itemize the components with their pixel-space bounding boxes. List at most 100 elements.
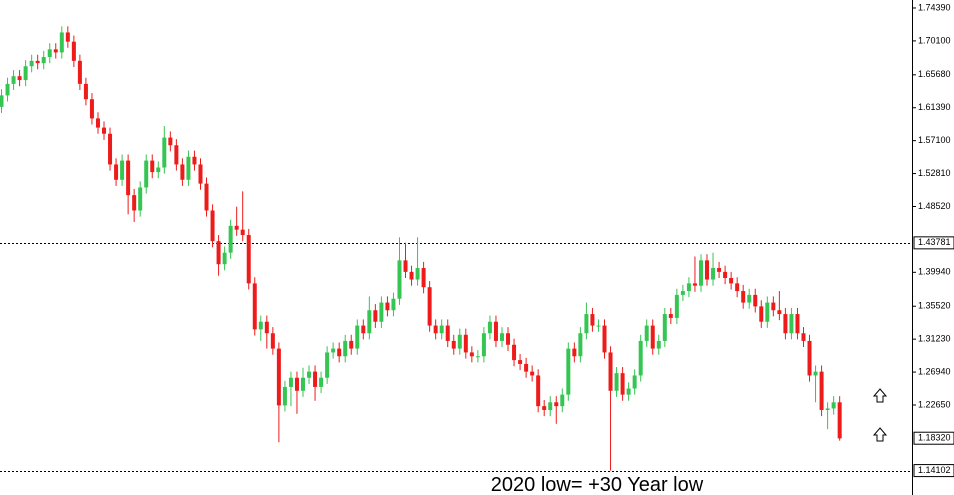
candle-body xyxy=(729,278,734,284)
y-tick-label: 1.61390 xyxy=(918,102,951,112)
candle-body xyxy=(114,164,119,180)
candle-body xyxy=(216,241,221,265)
candle-body xyxy=(102,127,107,134)
candle-body xyxy=(668,314,673,318)
candle-body xyxy=(391,298,396,311)
candle-body xyxy=(451,340,456,349)
candle-body xyxy=(168,137,173,146)
candle-body xyxy=(264,321,269,334)
candle-body xyxy=(343,340,348,357)
candle-body xyxy=(686,283,691,292)
y-tick-label: 1.52810 xyxy=(918,168,951,178)
candle-body xyxy=(361,325,366,334)
candle-body xyxy=(282,386,287,406)
candle-body xyxy=(819,371,824,410)
candle-body xyxy=(270,333,275,349)
candle-body xyxy=(228,225,233,253)
candle-body xyxy=(53,49,58,53)
candle-body xyxy=(294,377,299,391)
candle-body xyxy=(240,229,245,236)
candle-body xyxy=(783,314,788,334)
candle-body xyxy=(487,321,492,334)
candle-body xyxy=(246,235,251,284)
candle-body xyxy=(65,32,70,42)
candle-body xyxy=(108,133,113,165)
candle-body xyxy=(650,325,655,349)
up-arrow-icon xyxy=(872,388,888,403)
candle-body xyxy=(162,137,167,168)
candle-body xyxy=(542,406,547,410)
candle-body xyxy=(186,156,191,180)
level-box xyxy=(913,236,954,250)
candle-body xyxy=(252,283,257,330)
candle-body xyxy=(421,268,426,288)
y-tick-label: 1.57100 xyxy=(918,135,951,145)
candle-body xyxy=(192,156,197,165)
candle-body xyxy=(379,302,384,322)
candle-body xyxy=(705,260,710,280)
candle-body xyxy=(554,402,559,407)
candle-body xyxy=(385,302,390,311)
candle-body xyxy=(307,371,312,378)
level-label: 1.43781 xyxy=(918,237,951,247)
candle-body xyxy=(77,60,82,84)
candle-body xyxy=(638,340,643,376)
y-tick-label: 1.26940 xyxy=(918,366,951,376)
candle-body xyxy=(150,160,155,173)
candle-body xyxy=(156,167,161,173)
level-box xyxy=(913,464,954,478)
candle-body xyxy=(95,118,100,128)
candle-body xyxy=(5,83,10,96)
candle-body xyxy=(403,260,408,272)
candle-body xyxy=(89,99,94,119)
candle-body xyxy=(319,377,324,387)
candle-body xyxy=(680,291,685,295)
candle-body xyxy=(717,268,722,272)
annotation: 2020 low= +30 Year low xyxy=(491,474,704,495)
candle-body xyxy=(475,356,480,358)
candle-body xyxy=(41,57,46,64)
candle-body xyxy=(439,325,444,334)
candle-body xyxy=(35,60,40,64)
candle-body xyxy=(355,325,360,349)
candle-body xyxy=(759,306,764,322)
candle-body xyxy=(11,76,16,84)
candle-body xyxy=(71,41,76,61)
candle-body xyxy=(126,160,131,196)
candle-body xyxy=(831,402,836,409)
candle-body xyxy=(674,294,679,318)
candle-body xyxy=(626,388,631,395)
candle-body xyxy=(349,340,354,349)
candle-body xyxy=(83,83,88,100)
last-price-label: 1.18320 xyxy=(918,433,951,443)
candle-body xyxy=(415,268,420,280)
candle-body xyxy=(632,375,637,389)
candle-body xyxy=(457,334,462,349)
candle-body xyxy=(566,348,571,395)
candle-body xyxy=(313,371,318,387)
candle-body xyxy=(180,164,185,180)
candle-body xyxy=(210,210,215,242)
candle-body xyxy=(337,348,342,357)
last-price-box xyxy=(913,431,954,445)
candle-body xyxy=(524,363,529,372)
candle-body xyxy=(288,377,293,387)
candle-body xyxy=(198,164,203,184)
candle-body xyxy=(771,302,776,311)
candle-body xyxy=(813,371,818,376)
y-tick-label: 1.74390 xyxy=(918,2,951,12)
up-arrow-icon xyxy=(872,427,888,442)
candle-body xyxy=(530,371,535,376)
y-tick-label: 1.39940 xyxy=(918,267,951,277)
candle-body xyxy=(506,333,511,345)
candle-body xyxy=(560,394,565,407)
candle-body xyxy=(331,348,336,353)
candle-body xyxy=(174,145,179,165)
y-tick-label: 1.65680 xyxy=(918,69,951,79)
candle-body xyxy=(572,348,577,357)
candle-body xyxy=(753,294,758,307)
candle-body xyxy=(747,294,752,303)
candle-body xyxy=(325,352,330,378)
candle-body xyxy=(608,352,613,391)
